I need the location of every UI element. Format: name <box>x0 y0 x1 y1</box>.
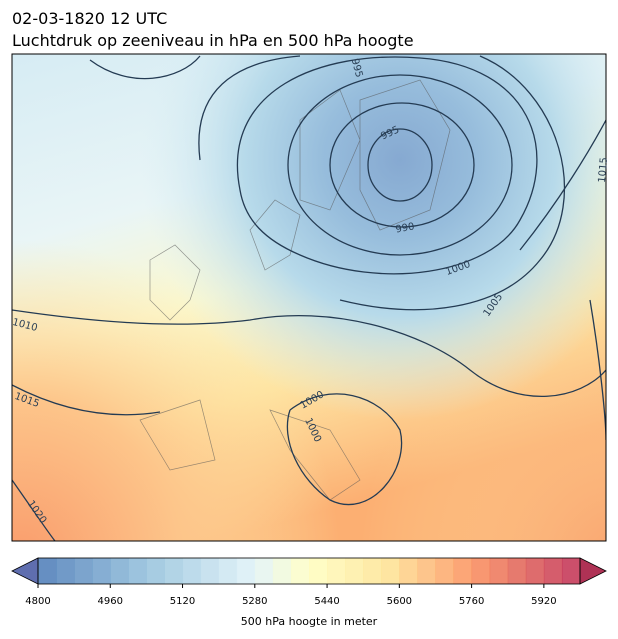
map-frame <box>11 53 607 542</box>
colorbar-swatch <box>74 558 93 584</box>
colorbar-tick-label: 5600 <box>387 596 412 607</box>
colorbar-swatch <box>200 558 220 584</box>
colorbar-extend-low <box>11 557 39 585</box>
colorbar-swatch <box>56 558 75 584</box>
colorbar-tick-label: 5920 <box>531 596 556 607</box>
colorbar-swatch <box>399 558 418 584</box>
colorbar-swatch <box>290 558 310 584</box>
colorbar-label: 500 hPa hoogte in meter <box>241 615 378 628</box>
colorbar-swatch <box>471 558 491 584</box>
colorbar-swatch <box>363 558 382 584</box>
colorbar-tick-label: 5280 <box>242 596 267 607</box>
map <box>12 54 606 541</box>
colorbar-swatch <box>110 558 129 584</box>
colorbar-swatch <box>128 558 147 584</box>
colorbar-swatch <box>381 558 400 584</box>
contour-label: 995 <box>349 57 365 78</box>
colorbar-swatch <box>92 558 111 584</box>
colorbar-swatch <box>453 558 473 584</box>
colorbar-swatch <box>272 558 292 584</box>
colorbar-swatch <box>561 558 581 584</box>
colorbar-swatch <box>146 558 165 584</box>
colorbar-swatch <box>182 558 202 584</box>
colorbar-extend-high <box>579 557 607 585</box>
colorbar-swatch <box>345 558 364 584</box>
colorbar-swatch <box>309 558 328 584</box>
colorbar-swatch <box>489 558 509 584</box>
colorbar-swatch <box>417 558 436 584</box>
colorbar-swatch <box>218 558 238 584</box>
colorbar-frame <box>37 557 581 585</box>
colorbar-tick-label: 4800 <box>25 596 50 607</box>
colorbar: 4800 4960 5120 5280 5440 5600 5760 5920 500 hPa … <box>11 557 607 628</box>
colorbar-swatch <box>525 558 545 584</box>
colorbar-swatch <box>254 558 274 584</box>
contour-label: 1015 <box>597 157 610 183</box>
colorbar-swatch <box>164 558 184 584</box>
colorbar-swatch <box>543 558 563 584</box>
colorbar-tick-label: 4960 <box>98 596 123 607</box>
colorbar-tick-label: 5440 <box>314 596 339 607</box>
contour-label: 990 <box>395 221 416 235</box>
colorbar-swatch <box>327 558 346 584</box>
colorbar-tick-label: 5120 <box>170 596 195 607</box>
title: 02-03-1820 12 UTC <box>12 9 167 28</box>
subtitle: Luchtdruk op zeeniveau in hPa en 500 hPa… <box>12 31 414 50</box>
colorbar-swatch <box>507 558 527 584</box>
colorbar-swatch <box>38 558 57 584</box>
colorbar-swatch <box>236 558 256 584</box>
colorbar-swatch <box>435 558 455 584</box>
colorbar-tick-label: 5760 <box>459 596 484 607</box>
